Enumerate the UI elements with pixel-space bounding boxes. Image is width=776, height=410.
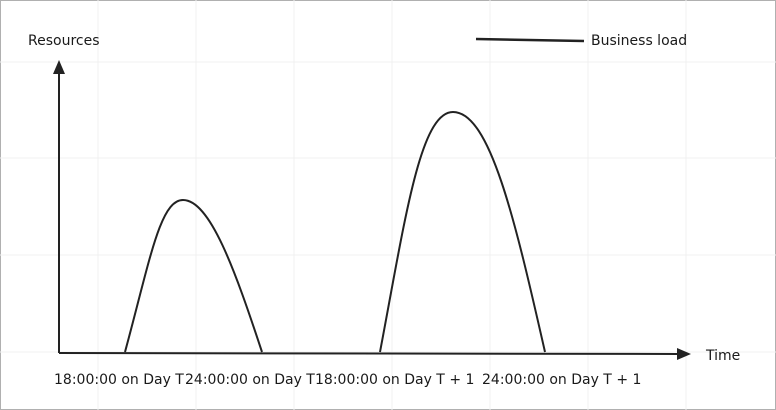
x-axis-label: Time: [705, 348, 740, 364]
time-label: 24:00:00 on Day T: [185, 372, 315, 388]
time-label: 18:00:00 on Day T: [54, 372, 184, 388]
load-curve: [379, 110, 546, 353]
load-curve: [124, 198, 263, 353]
legend-label: Business load: [591, 33, 687, 49]
y-axis-label: Resources: [28, 33, 100, 49]
y-axis-arrow: [53, 60, 65, 74]
time-label: 24:00:00 on Day T + 1: [482, 372, 641, 388]
legend-line: [475, 37, 585, 43]
x-axis-arrow: [677, 348, 691, 360]
time-label: 18:00:00 on Day T + 1: [315, 372, 474, 388]
x-axis: [58, 352, 679, 355]
